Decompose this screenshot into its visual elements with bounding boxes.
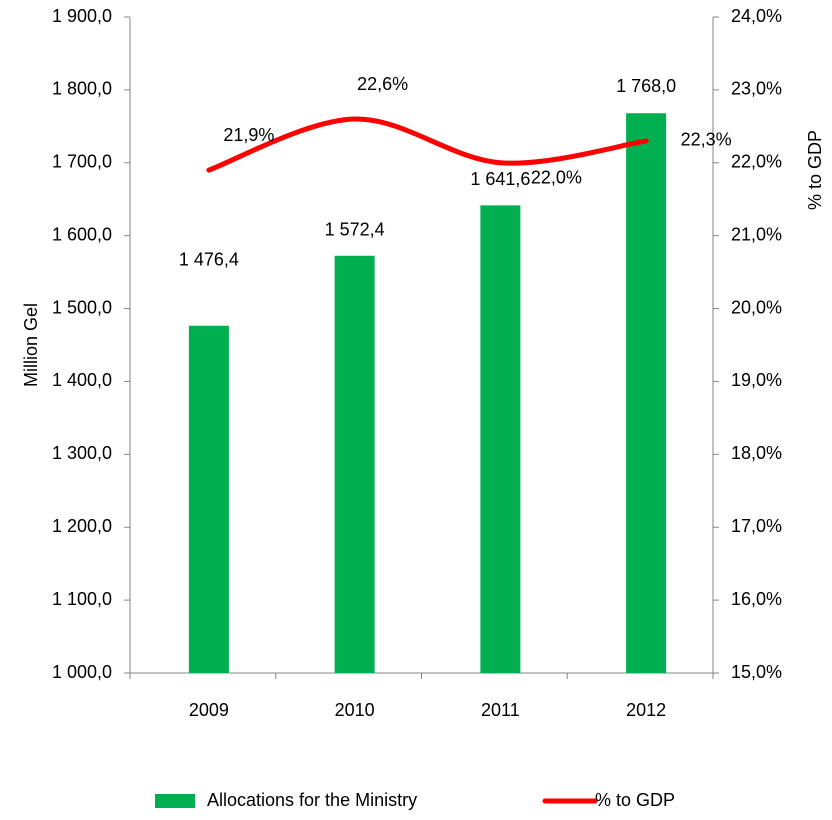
y-axis-title: Million Gel <box>21 303 41 387</box>
bar-value-label: 1 768,0 <box>616 76 676 96</box>
y-tick-label: 1 800,0 <box>52 79 112 99</box>
y-tick-label: 1 200,0 <box>52 516 112 536</box>
x-tick-label: 2010 <box>335 700 375 720</box>
x-tick-label: 2009 <box>189 700 229 720</box>
y2-tick-label: 24,0% <box>731 6 782 26</box>
legend-label: % to GDP <box>595 790 675 810</box>
y-tick-label: 1 600,0 <box>52 224 112 244</box>
y-tick-label: 1 000,0 <box>52 662 112 682</box>
line-value-label: 22,0% <box>531 168 582 188</box>
y-tick-label: 1 400,0 <box>52 370 112 390</box>
y2-axis-title: % to GDP <box>805 130 825 210</box>
line <box>209 119 646 170</box>
y-tick-label: 1 300,0 <box>52 443 112 463</box>
bar <box>335 256 375 673</box>
y2-tick-label: 17,0% <box>731 516 782 536</box>
bar <box>626 113 666 673</box>
y2-tick-label: 19,0% <box>731 370 782 390</box>
bar <box>189 326 229 673</box>
y2-tick-label: 16,0% <box>731 589 782 609</box>
legend-label: Allocations for the Ministry <box>207 790 417 810</box>
chart: Million Gel % to GDP 1 000,0 1 100,0 1 200… <box>0 0 832 820</box>
bar <box>480 205 520 673</box>
x-tick-label: 2012 <box>626 700 666 720</box>
y-tick-label: 1 700,0 <box>52 152 112 172</box>
x-tick-label: 2011 <box>481 700 520 720</box>
y2-tick-label: 21,0% <box>731 224 782 244</box>
legend-swatch <box>155 794 195 808</box>
y2-tick-label: 18,0% <box>731 443 782 463</box>
bar-value-label: 1 641,6 <box>470 169 530 189</box>
line-value-label: 21,9% <box>223 125 274 145</box>
y2-tick-label: 20,0% <box>731 297 782 317</box>
y2-tick-label: 15,0% <box>731 662 782 682</box>
y2-tick-label: 23,0% <box>731 79 782 99</box>
y-tick-label: 1 100,0 <box>52 589 112 609</box>
line-value-label: 22,6% <box>357 74 408 94</box>
y-tick-label: 1 500,0 <box>52 297 112 317</box>
bar-value-label: 1 572,4 <box>325 220 385 240</box>
line-value-label: 22,3% <box>681 130 732 150</box>
y-tick-label: 1 900,0 <box>52 6 112 26</box>
y2-tick-label: 22,0% <box>731 152 782 172</box>
bar-value-label: 1 476,4 <box>179 250 239 270</box>
